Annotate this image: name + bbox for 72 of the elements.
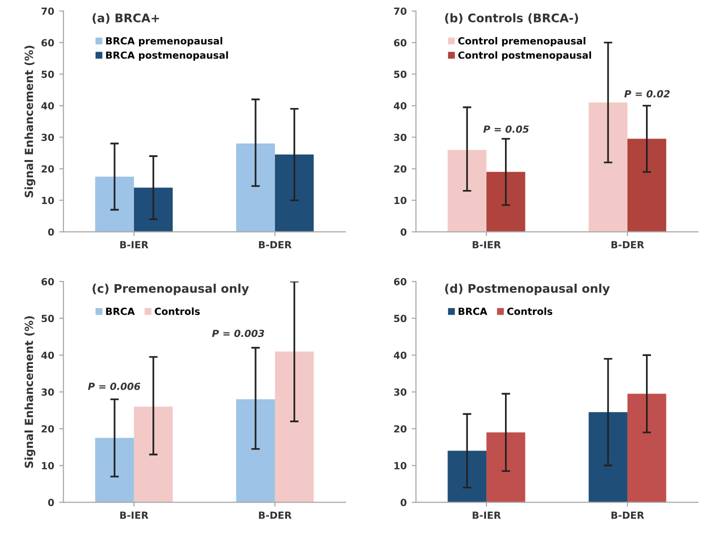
x-tick-label: B-IER	[120, 241, 148, 248]
y-tick-label: 0	[400, 228, 406, 236]
y-tick-label: 20	[394, 165, 406, 173]
legend-label: BRCA	[458, 308, 488, 316]
x-tick-label: B-IER	[120, 512, 148, 519]
bar	[95, 176, 134, 232]
bar	[236, 399, 275, 502]
y-tick-label: 50	[394, 70, 406, 78]
annotation: P = 0.006	[88, 382, 140, 390]
bar	[134, 406, 173, 502]
y-tick-label: 20	[42, 425, 54, 433]
x-tick-label: B-IER	[472, 241, 501, 248]
y-tick-label: 30	[394, 134, 406, 142]
x-tick-label: B-DER	[612, 512, 644, 519]
y-tick-label: 70	[394, 8, 406, 15]
bar	[627, 138, 666, 232]
x-tick-label: B-DER	[259, 241, 292, 248]
y-tick-label: 40	[394, 102, 406, 110]
y-tick-label: 50	[42, 70, 54, 78]
y-tick-label: 60	[394, 39, 406, 46]
bar	[274, 351, 314, 502]
y-tick-label: 70	[42, 8, 54, 15]
y-tick-label: 0	[48, 498, 54, 506]
y-tick-label: 10	[394, 196, 406, 204]
annotation: P = 0.05	[483, 125, 529, 133]
bar	[627, 394, 666, 502]
bar	[134, 188, 173, 232]
annotation: P = 0.02	[624, 90, 670, 98]
bar	[448, 450, 486, 502]
legend-label: BRCA premenopausal	[106, 37, 222, 46]
y-tick-label: 0	[400, 498, 406, 506]
annotation: P = 0.003	[212, 330, 264, 338]
chart-title: (a) BRCA+	[92, 13, 160, 24]
legend-label: Control premenopausal	[458, 37, 586, 46]
y-tick-label: 50	[42, 314, 54, 322]
y-tick-label: 10	[394, 462, 406, 470]
bar	[448, 150, 486, 232]
bar	[274, 154, 314, 232]
y-tick-label: 40	[41, 102, 54, 110]
chart-title: (d) Postmenopausal only	[445, 284, 610, 296]
y-axis-title: Signal Enhancement (%)	[24, 316, 36, 468]
y-tick-label: 50	[394, 314, 406, 322]
y-tick-label: 0	[48, 228, 54, 236]
bar	[95, 438, 134, 502]
bar	[588, 412, 628, 502]
x-tick-label: B-IER	[472, 512, 501, 519]
y-tick-label: 10	[42, 462, 54, 470]
y-tick-label: 40	[41, 352, 54, 359]
y-tick-label: 30	[394, 388, 406, 396]
bar	[236, 144, 275, 232]
bar	[486, 172, 526, 232]
y-tick-label: 60	[41, 39, 54, 46]
y-tick-label: 30	[42, 388, 54, 396]
y-tick-label: 60	[41, 278, 54, 286]
chart-title: (c) Premenopausal only	[92, 284, 249, 296]
legend-label: Control postmenopausal	[458, 51, 592, 61]
x-tick-label: B-DER	[259, 512, 292, 519]
legend-label: Controls	[154, 307, 200, 316]
legend-label: Controls	[507, 307, 552, 316]
y-tick-label: 20	[42, 165, 54, 173]
bar	[486, 432, 526, 502]
y-tick-label: 60	[394, 278, 406, 286]
legend-label: BRCA postmenopausal	[106, 51, 228, 61]
legend-label: BRCA	[106, 308, 135, 316]
chart-title: (b) Controls (BRCA-)	[445, 13, 578, 24]
y-tick-label: 40	[394, 352, 406, 359]
y-tick-label: 30	[42, 134, 54, 142]
bar	[588, 102, 628, 232]
y-tick-label: 10	[42, 196, 54, 204]
x-tick-label: B-DER	[612, 241, 644, 248]
y-axis-title: Signal Enhancement (%)	[24, 46, 36, 198]
y-tick-label: 20	[394, 425, 406, 433]
